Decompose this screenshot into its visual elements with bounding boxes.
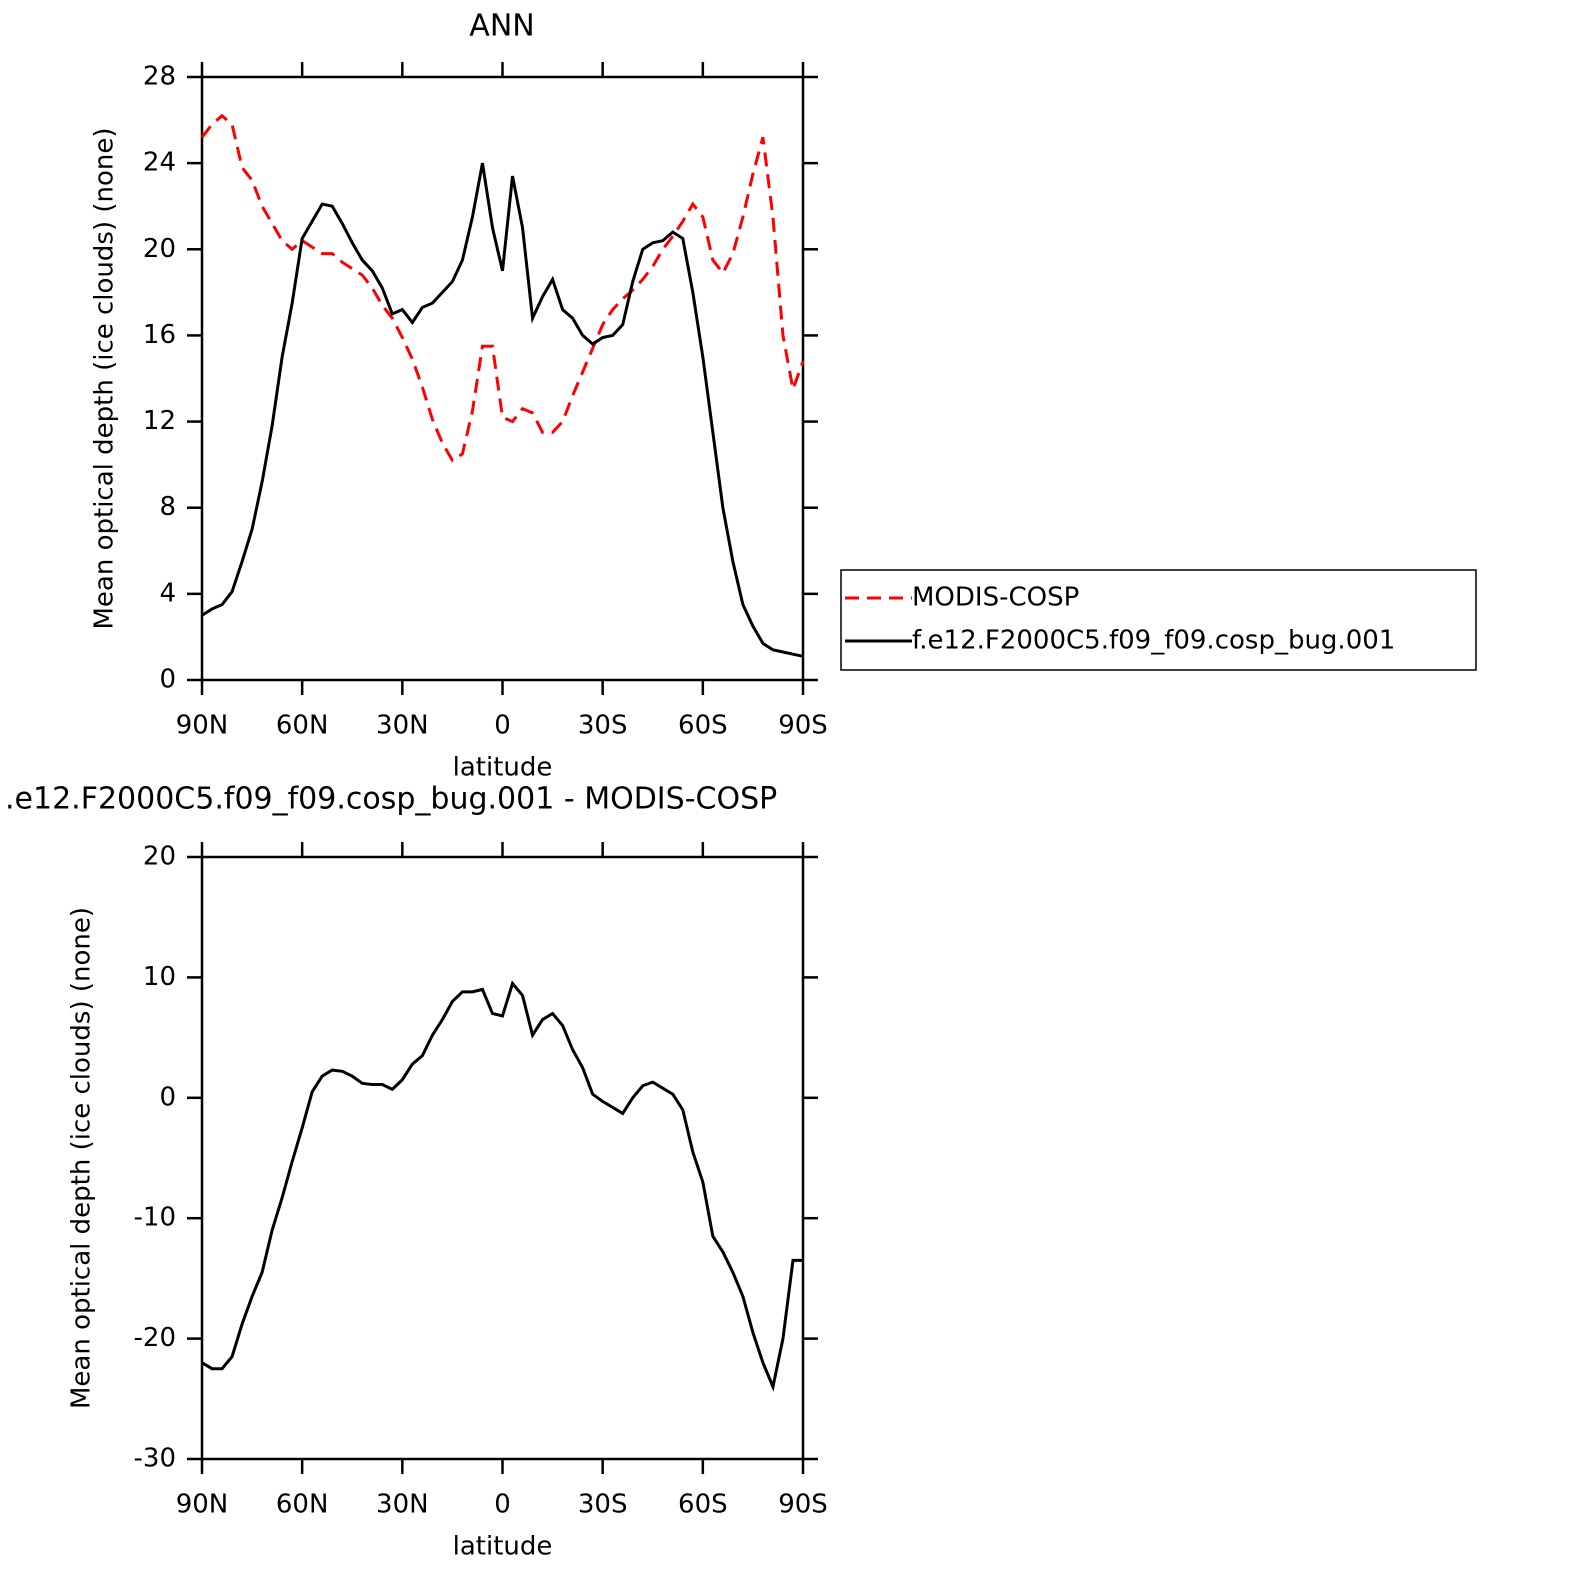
y-tick-label: -10 (134, 1203, 176, 1233)
x-tick-label: 90S (778, 1490, 828, 1520)
y-tick-label: 10 (143, 962, 176, 992)
y-tick-label: 20 (143, 234, 176, 264)
y-tick-label: 4 (159, 578, 176, 608)
y-tick-label: 12 (143, 406, 176, 436)
legend-label: MODIS-COSP (912, 583, 1079, 613)
y-tick-label: 28 (143, 62, 176, 92)
y-tick-label: 8 (159, 492, 176, 522)
x-tick-label: 30S (578, 711, 628, 741)
x-tick-label: 90N (176, 711, 229, 741)
chart-title: ANN (469, 9, 534, 44)
chart-title: .e12.F2000C5.f09_f09.cosp_bug.001 - MODI… (5, 782, 777, 817)
x-tick-label: 30S (578, 1490, 628, 1520)
x-axis-label: latitude (453, 753, 553, 783)
x-tick-label: 0 (494, 1490, 511, 1520)
x-tick-label: 60S (678, 1490, 728, 1520)
y-tick-label: -30 (134, 1444, 176, 1474)
plot-frame (200, 75, 805, 682)
x-tick-label: 90N (176, 1490, 229, 1520)
x-tick-label: 0 (494, 711, 511, 741)
y-tick-label: 0 (159, 1082, 176, 1112)
y-tick-label: 16 (143, 320, 176, 350)
data-line (200, 113, 805, 463)
y-tick-label: 20 (143, 842, 176, 872)
x-tick-label: 60N (276, 711, 329, 741)
y-tick-label: 24 (143, 148, 176, 178)
data-line (201, 980, 803, 1392)
y-tick-label: 0 (159, 665, 176, 695)
legend-label: f.e12.F2000C5.f09_f09.cosp_bug.001 (912, 626, 1395, 656)
y-axis-label: Mean optical depth (ice clouds) (none) (90, 127, 120, 629)
legend-box (840, 569, 1477, 671)
x-tick-label: 60N (276, 1490, 329, 1520)
data-line (201, 162, 804, 658)
x-axis-label: latitude (453, 1532, 553, 1562)
y-tick-label: -20 (134, 1323, 176, 1353)
x-tick-label: 30N (376, 711, 429, 741)
x-tick-label: 90S (778, 711, 828, 741)
y-axis-label: Mean optical depth (ice clouds) (none) (67, 907, 97, 1409)
x-tick-label: 60S (678, 711, 728, 741)
x-tick-label: 30N (376, 1490, 429, 1520)
